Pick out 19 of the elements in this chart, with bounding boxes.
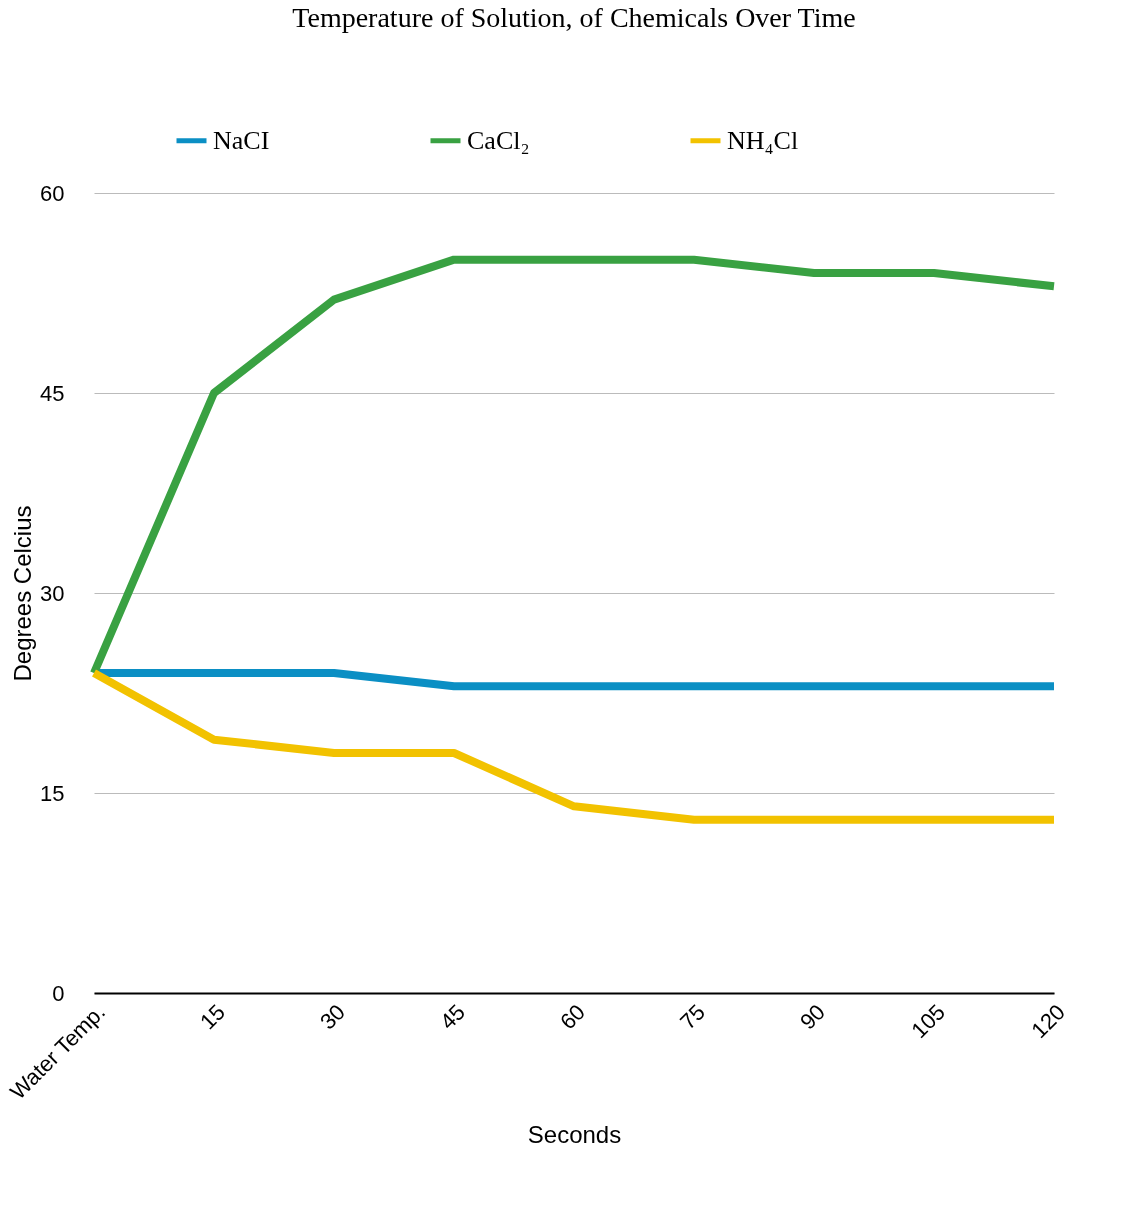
y-axis-title: Degrees Celcius [9, 505, 37, 682]
x-tick-label: 75 [675, 999, 711, 1035]
y-tick-label: 0 [52, 980, 65, 1006]
y-tick-label: 15 [40, 780, 65, 806]
x-tick-label: 45 [435, 999, 471, 1035]
x-tick-label: 15 [195, 999, 231, 1035]
legend-label: NaCI [213, 125, 270, 155]
x-tick-label: 90 [795, 999, 831, 1035]
x-tick-label: 105 [906, 999, 951, 1044]
x-tick-label: 120 [1026, 999, 1071, 1044]
y-tick-label: 60 [40, 180, 65, 206]
x-axis-title: Seconds [527, 1120, 622, 1148]
legend-label: CaCl₂ [467, 125, 530, 155]
y-tick-label: 45 [40, 380, 65, 406]
x-tick-label: 30 [315, 999, 351, 1035]
legend-label: NH₄Cl [727, 125, 799, 155]
y-tick-label: 30 [40, 580, 65, 606]
x-tick-label: 60 [555, 999, 591, 1035]
chart-title: Temperature of Solution, of Chemicals Over Time [292, 2, 856, 33]
